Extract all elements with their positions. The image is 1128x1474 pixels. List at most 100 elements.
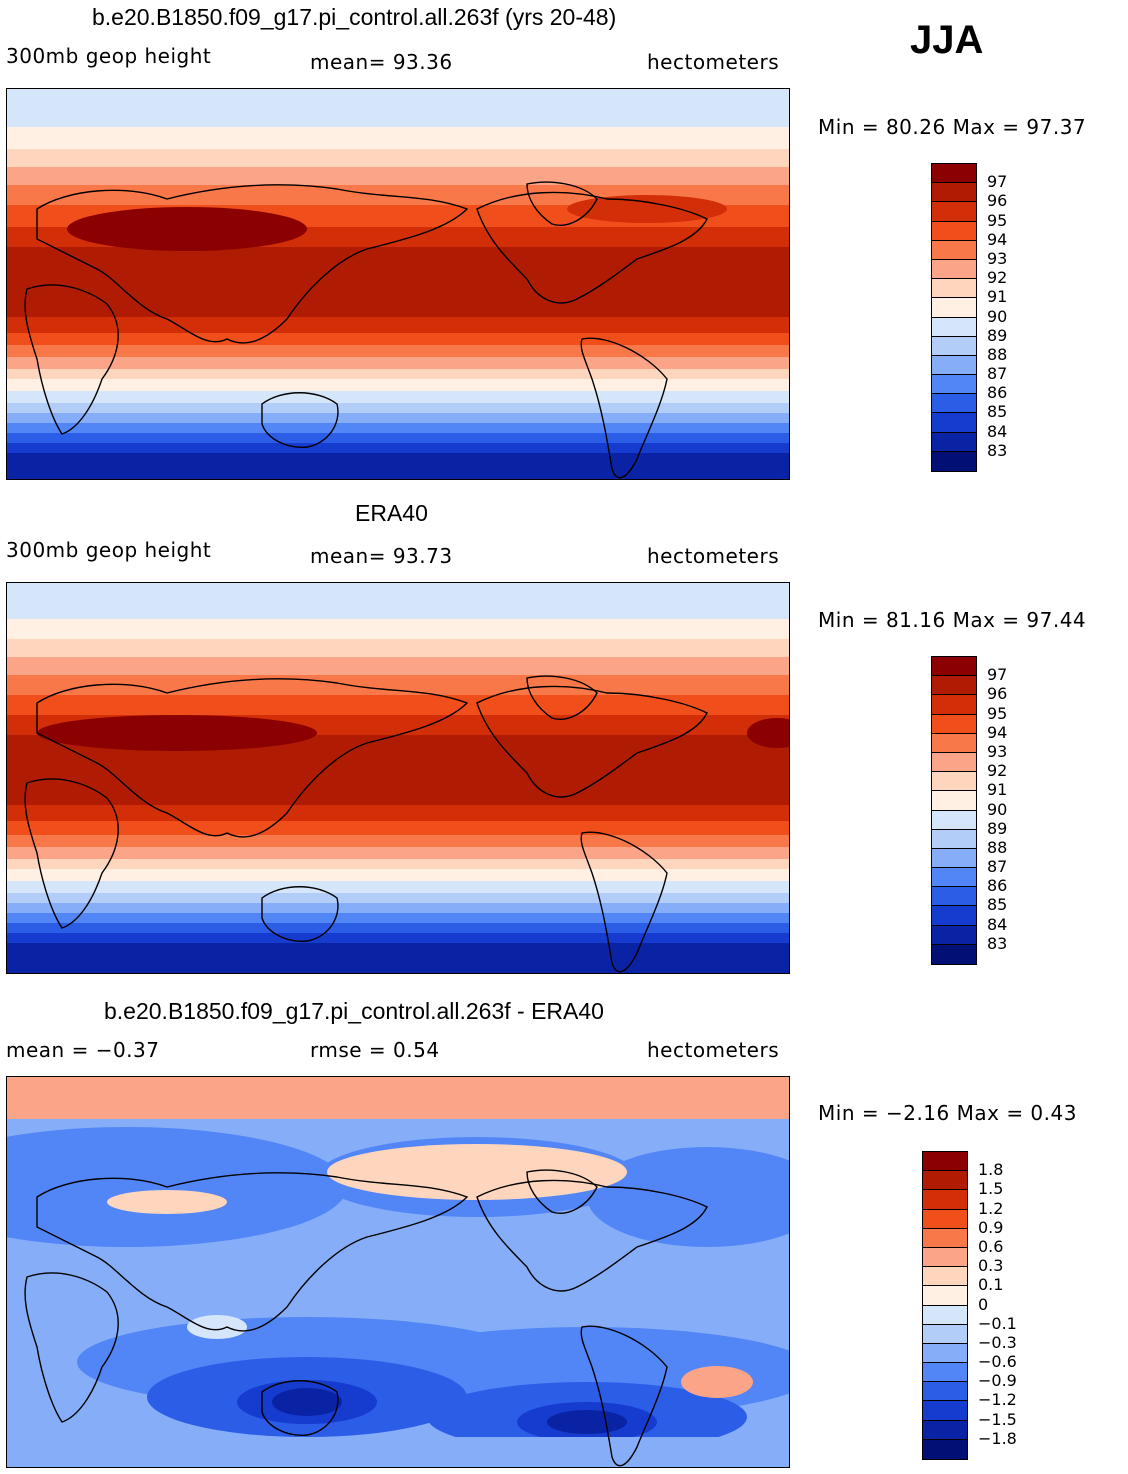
panel2-map (6, 582, 790, 974)
contour-band (7, 695, 789, 715)
panel3-minmax: Min = −2.16 Max = 0.43 (818, 1101, 1077, 1125)
colorbar-tick-label: 87 (987, 857, 1008, 877)
contour-band (7, 127, 789, 149)
season-label: JJA (910, 18, 984, 62)
colorbar-tick-label: 94 (987, 722, 1008, 742)
contour-band (7, 943, 789, 973)
contour-band (7, 333, 789, 345)
panel3-mean: mean = −0.37 (6, 1038, 160, 1062)
contour-blob (547, 1410, 627, 1434)
colorbar-swatch (923, 1439, 967, 1459)
colorbar-tick-label: 85 (987, 402, 1008, 422)
contour-band (7, 149, 789, 167)
contour-band (7, 1437, 789, 1467)
contour-band (7, 357, 789, 369)
colorbar-swatch (923, 1324, 967, 1344)
panel1-map (6, 88, 790, 480)
contour-band (7, 881, 789, 893)
colorbar-tick-label: 92 (987, 268, 1008, 288)
colorbar-swatch (932, 791, 976, 811)
panel1-units: hectometers (647, 50, 780, 74)
colorbar-swatch (932, 925, 976, 945)
colorbar-tick-label: 91 (987, 780, 1008, 800)
contour-band (7, 805, 789, 821)
contour-band (7, 869, 789, 881)
colorbar-tick-label: 97 (987, 665, 1008, 685)
colorbar-swatch (932, 657, 976, 677)
colorbar-tick-label: −0.3 (978, 1332, 1017, 1352)
contour-band (7, 933, 789, 943)
contour-band (7, 391, 789, 403)
colorbar-tick-label: 1.8 (978, 1160, 1004, 1180)
colorbar-swatch (932, 868, 976, 888)
colorbar-swatch (932, 394, 976, 414)
colorbar-tick-label: 88 (987, 837, 1008, 857)
contour-band (7, 453, 789, 479)
colorbar-tick-label: 95 (987, 210, 1008, 230)
contour-band (7, 583, 789, 619)
contour-blob (272, 1388, 342, 1416)
colorbar-tick-label: 0.9 (978, 1217, 1004, 1237)
coastline (24, 181, 708, 479)
colorbar-tick-label: 96 (987, 191, 1008, 211)
colorbar-swatch (932, 202, 976, 222)
colorbar-swatch (923, 1305, 967, 1325)
colorbar-swatch (932, 714, 976, 734)
colorbar-tick-label: 0.6 (978, 1236, 1004, 1256)
contour-band (7, 379, 789, 391)
colorbar-swatch (923, 1343, 967, 1364)
colorbar-swatch (932, 355, 976, 376)
colorbar-tick-label: 0 (978, 1294, 989, 1314)
colorbar-tick-label: 85 (987, 895, 1008, 915)
colorbar-swatch (932, 279, 976, 299)
contour-blob (681, 1366, 753, 1398)
contour-blob (37, 715, 317, 751)
colorbar-tick-label: 83 (987, 440, 1008, 460)
contour-blob (187, 1315, 247, 1339)
colorbar-tick-label: 87 (987, 364, 1008, 384)
contour-blob (587, 1147, 789, 1247)
panel1-variable: 300mb geop height (6, 44, 212, 68)
contour-band (7, 317, 789, 333)
colorbar-swatch (923, 1363, 967, 1383)
colorbar-tick-label: −0.1 (978, 1313, 1017, 1333)
colorbar-swatch (932, 772, 976, 792)
colorbar-tick-label: 88 (987, 344, 1008, 364)
colorbar-tick-label: 97 (987, 172, 1008, 192)
contour-band (7, 893, 789, 903)
panel1-field-svg (7, 89, 789, 479)
colorbar-swatch (923, 1247, 967, 1268)
contour-band (7, 345, 789, 357)
colorbar-swatch (932, 221, 976, 241)
colorbar-swatch (932, 298, 976, 318)
colorbar-tick-label: 90 (987, 306, 1008, 326)
colorbar-tick-label: 94 (987, 229, 1008, 249)
colorbar-tick-label: −1.8 (978, 1428, 1017, 1448)
panel1-mean: mean= 93.36 (310, 50, 453, 74)
colorbar-tick-label: 96 (987, 684, 1008, 704)
contour-blob (67, 207, 307, 251)
colorbar-swatch (923, 1228, 967, 1248)
panel2-field-svg (7, 583, 789, 973)
colorbar-swatch (932, 451, 976, 471)
panel3-field-svg (7, 1077, 789, 1467)
colorbar-swatch (932, 336, 976, 356)
colorbar-swatch (923, 1190, 967, 1210)
panel2-minmax: Min = 81.16 Max = 97.44 (818, 608, 1087, 632)
panel2-title: ERA40 (355, 500, 428, 526)
contour-band (7, 847, 789, 859)
panel1-colorbar (931, 163, 977, 472)
colorbar-tick-label: 84 (987, 914, 1008, 934)
contour-band (7, 821, 789, 835)
contour-band (7, 903, 789, 913)
colorbar-tick-label: 93 (987, 248, 1008, 268)
colorbar-swatch (923, 1286, 967, 1306)
colorbar-swatch (923, 1209, 967, 1229)
colorbar-swatch (923, 1382, 967, 1402)
panel3-colorbar (922, 1151, 968, 1460)
contour-band (7, 247, 789, 317)
colorbar-swatch (932, 906, 976, 926)
colorbar-swatch (932, 259, 976, 280)
colorbar-tick-label: −0.6 (978, 1352, 1017, 1372)
panel2-mean: mean= 93.73 (310, 544, 453, 568)
